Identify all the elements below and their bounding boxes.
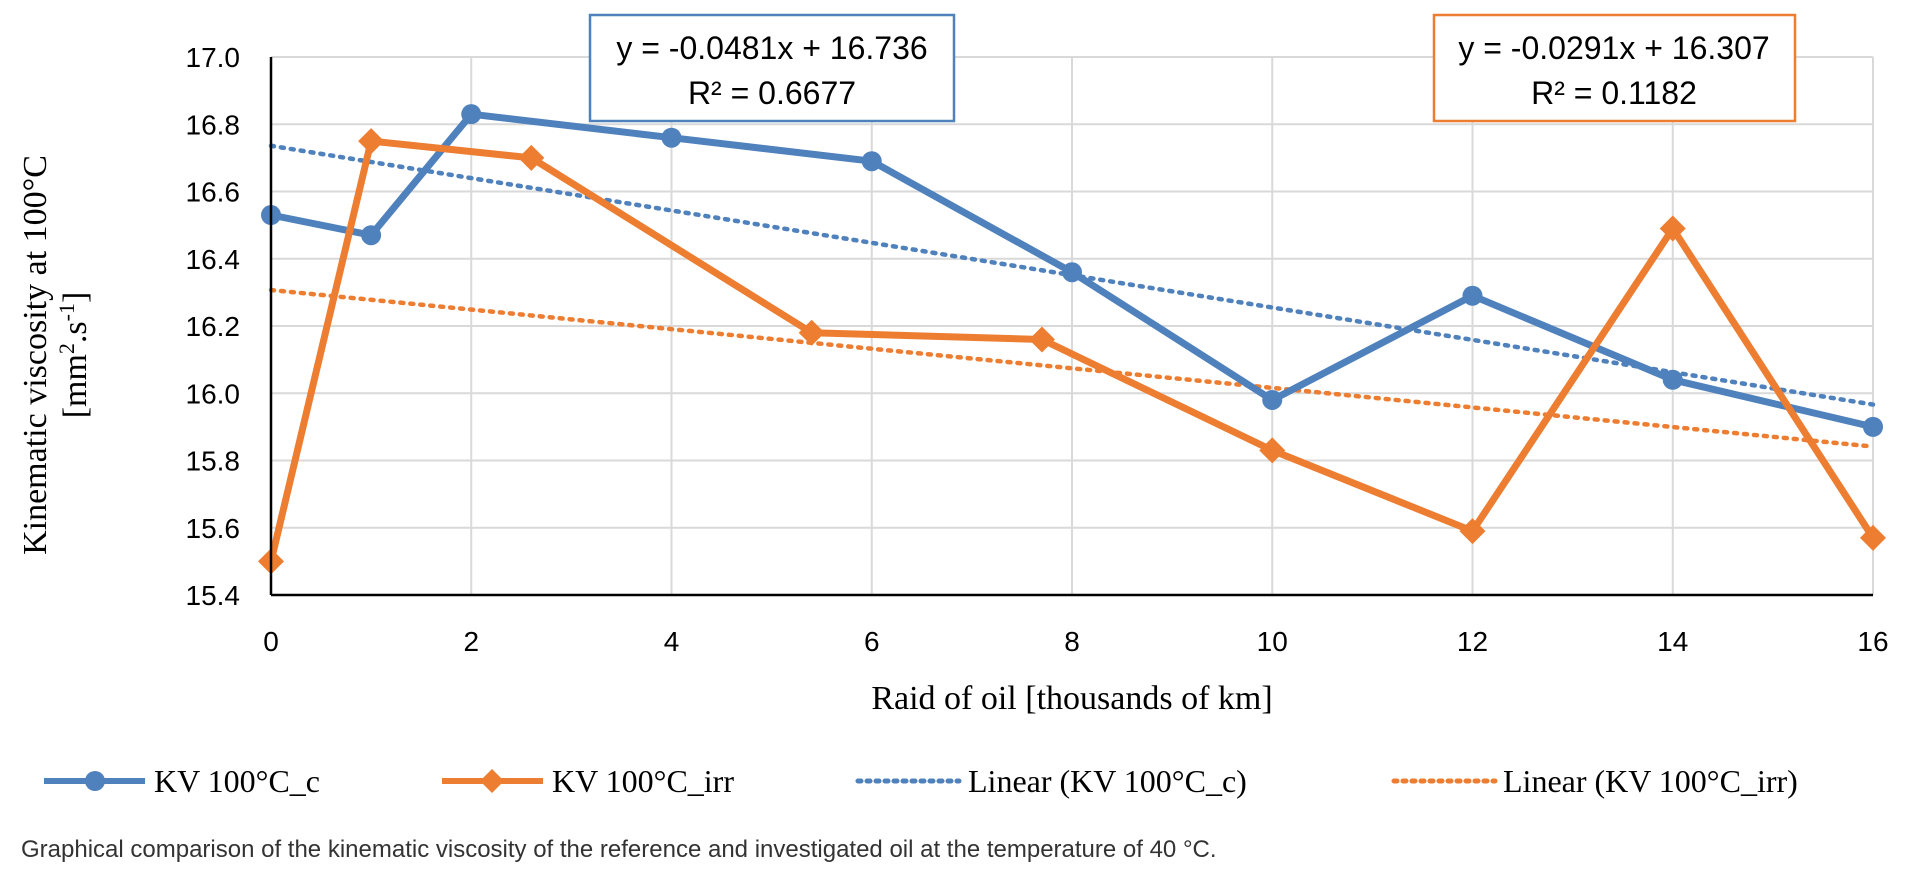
x-tick-label-2: 2 <box>463 626 479 657</box>
grid <box>271 56 1874 595</box>
y-tick-label-16.0: 16.0 <box>186 378 241 409</box>
legend-swatch-kv-c-marker <box>85 771 105 791</box>
legend: KV 100°C_c KV 100°C_irr Linear (KV 100°C… <box>44 763 1798 799</box>
y-tick-label-15.6: 15.6 <box>186 513 241 544</box>
y-axis-label-line2: [mm2.s-1] <box>54 292 94 419</box>
chart-svg: 0 2 4 6 8 10 12 14 16 15.4 15.6 15.8 16.0 16.2 16.4 16.… <box>17 13 1889 799</box>
point-kv-c-2 <box>461 104 482 125</box>
x-axis-label: Raid of oil [thousands of km] <box>871 680 1272 717</box>
legend-item-kv-irr: KV 100°C_irr <box>442 763 734 799</box>
legend-item-linear-irr: Linear (KV 100°C_irr) <box>1391 763 1798 799</box>
r2-blue: R² = 0.6677 <box>688 75 856 111</box>
r2-orange: R² = 0.1182 <box>1531 75 1697 111</box>
y-tick-label-16.4: 16.4 <box>186 244 241 275</box>
point-kv-c-8 <box>1662 369 1683 390</box>
point-kv-c-4 <box>861 151 882 172</box>
legend-label-linear-c: Linear (KV 100°C_c) <box>968 763 1247 799</box>
y-unit-sup-minus1: -1 <box>54 303 79 321</box>
x-tick-label-14: 14 <box>1657 626 1688 657</box>
point-kv-irr-5 <box>1259 437 1286 464</box>
point-kv-c-5 <box>1062 262 1082 283</box>
x-tick-label-16: 16 <box>1857 626 1888 657</box>
y-unit-mm: [mm <box>57 354 94 418</box>
tick-labels: 0 2 4 6 8 10 12 14 16 15.4 15.6 15.8 16.0 16.2 16.4 16.… <box>186 42 1889 657</box>
legend-swatch-kv-irr-marker <box>480 769 504 793</box>
x-tick-label-4: 4 <box>664 626 680 657</box>
x-tick-label-0: 0 <box>263 626 279 657</box>
equation-orange: y = -0.0291x + 16.307 <box>1458 30 1769 66</box>
point-kv-irr-3 <box>798 319 825 346</box>
point-kv-irr-1 <box>358 128 385 155</box>
point-kv-irr-7 <box>1659 215 1686 242</box>
point-kv-irr-2 <box>518 144 545 171</box>
series <box>258 104 1886 575</box>
y-tick-label-15.4: 15.4 <box>186 580 241 611</box>
y-tick-label-16.6: 16.6 <box>186 177 241 208</box>
point-kv-irr-4 <box>1028 326 1055 353</box>
y-axis-label-line1: Kinematic viscosity at 100°C <box>17 155 54 555</box>
axes <box>269 57 1873 597</box>
y-tick-label-16.8: 16.8 <box>186 109 241 140</box>
figure-caption: Graphical comparison of the kinematic vi… <box>21 836 1217 863</box>
equation-box-orange-frame <box>1432 13 1797 123</box>
legend-item-linear-c: Linear (KV 100°C_c) <box>855 763 1247 799</box>
point-kv-c-6 <box>1262 389 1283 410</box>
point-kv-c-9 <box>1863 416 1883 437</box>
legend-label-kv-c: KV 100°C_c <box>154 763 320 799</box>
equation-box-blue: y = -0.0481x + 16.736 R² = 0.6677 <box>588 13 956 123</box>
legend-label-kv-irr: KV 100°C_irr <box>552 763 734 799</box>
x-tick-label-8: 8 <box>1064 626 1080 657</box>
y-tick-label-15.8: 15.8 <box>186 446 241 477</box>
equation-box-orange: y = -0.0291x + 16.307 R² = 0.1182 <box>1432 13 1797 123</box>
y-unit-s: .s <box>57 321 94 343</box>
equation-blue: y = -0.0481x + 16.736 <box>616 30 927 66</box>
trendline-kv-irr <box>268 287 1876 449</box>
x-tick-label-6: 6 <box>864 626 880 657</box>
point-kv-c-1 <box>361 225 382 246</box>
series-line-kv-c <box>267 110 1877 431</box>
x-tick-label-10: 10 <box>1257 626 1288 657</box>
point-kv-c-7 <box>1462 285 1483 306</box>
y-tick-label-17.0: 17.0 <box>186 42 241 73</box>
point-kv-irr-8 <box>1860 524 1886 551</box>
equation-box-blue-frame <box>588 13 956 123</box>
legend-item-kv-c: KV 100°C_c <box>44 763 320 799</box>
x-tick-label-12: 12 <box>1457 626 1488 657</box>
y-axis-label: Kinematic viscosity at 100°C [mm2.s-1] <box>17 155 94 555</box>
point-kv-c-3 <box>661 127 682 148</box>
y-unit-sup-2: 2 <box>54 343 79 354</box>
legend-label-linear-irr: Linear (KV 100°C_irr) <box>1503 763 1798 799</box>
point-kv-irr-6 <box>1459 518 1486 545</box>
y-unit-close: ] <box>57 292 94 303</box>
y-tick-label-16.2: 16.2 <box>186 311 241 342</box>
